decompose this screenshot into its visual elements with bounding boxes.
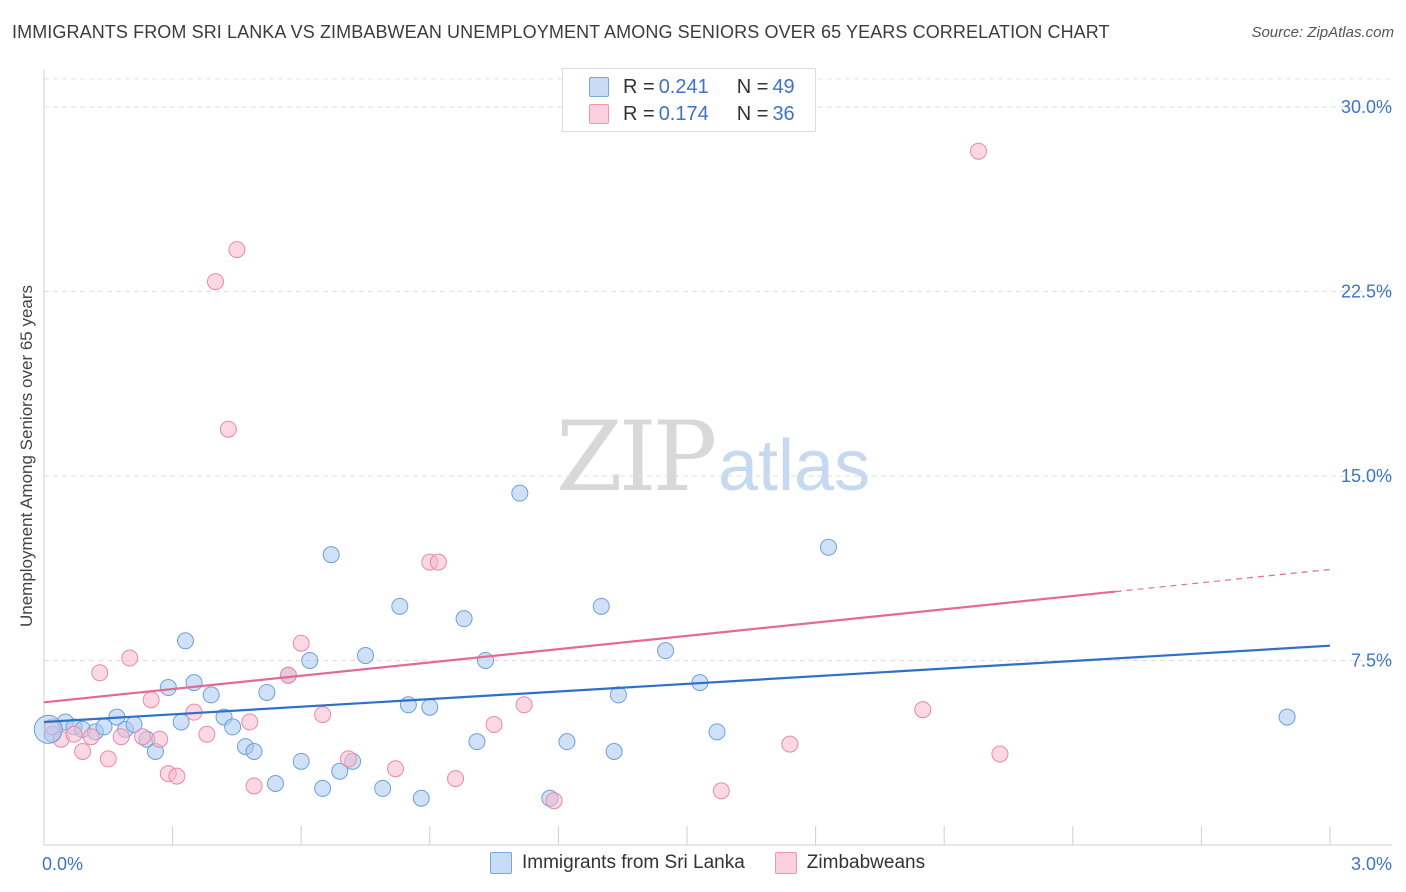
point-zimbabweans bbox=[515, 696, 533, 714]
watermark-atlas: atlas bbox=[718, 426, 870, 506]
point-sri-lanka bbox=[314, 779, 332, 797]
source-credit: Source: ZipAtlas.com bbox=[1251, 24, 1394, 41]
x-tick-label-min: 0.0% bbox=[42, 854, 83, 874]
point-sri-lanka bbox=[511, 484, 529, 502]
legend-row-sri-lanka: R = 0.241 N = 49 bbox=[589, 75, 795, 99]
series-label-sri-lanka: Immigrants from Sri Lanka bbox=[522, 852, 745, 873]
point-zimbabweans bbox=[991, 745, 1009, 763]
y-tick-label: 15.0% bbox=[1341, 466, 1392, 486]
trendline-sri-lanka bbox=[43, 644, 1331, 724]
point-sri-lanka bbox=[176, 632, 194, 650]
point-sri-lanka bbox=[301, 651, 319, 669]
point-sri-lanka bbox=[708, 723, 726, 741]
point-cluster-sri-lanka bbox=[33, 714, 63, 744]
point-sri-lanka bbox=[322, 546, 340, 564]
point-zimbabweans bbox=[151, 730, 169, 748]
legend-n-value-zimbabweans: 36 bbox=[772, 102, 795, 125]
point-sri-lanka bbox=[159, 679, 177, 697]
point-zimbabweans bbox=[292, 634, 310, 652]
point-zimbabweans bbox=[198, 725, 216, 743]
point-sri-lanka bbox=[245, 743, 263, 761]
legend-n-label: N = bbox=[736, 75, 769, 98]
point-zimbabweans bbox=[914, 701, 932, 719]
point-zimbabweans bbox=[134, 728, 152, 746]
y-tick-label: 22.5% bbox=[1341, 281, 1392, 301]
point-zimbabweans bbox=[91, 664, 109, 682]
point-zimbabweans bbox=[121, 649, 139, 667]
trendline-zimbabweans-extension bbox=[1115, 568, 1331, 593]
point-zimbabweans bbox=[279, 666, 297, 684]
point-zimbabweans bbox=[712, 782, 730, 800]
legend-r-label: R = bbox=[623, 102, 655, 125]
series-legend-item-zimbabweans: Zimbabweans bbox=[774, 852, 926, 874]
point-zimbabweans bbox=[485, 715, 503, 733]
point-sri-lanka bbox=[468, 733, 486, 751]
series-label-zimbabweans: Zimbabweans bbox=[806, 852, 926, 873]
legend-row-zimbabweans: R = 0.174 N = 36 bbox=[589, 102, 795, 126]
point-sri-lanka bbox=[605, 743, 623, 761]
point-zimbabweans bbox=[112, 728, 130, 746]
point-sri-lanka bbox=[412, 789, 430, 807]
point-sri-lanka bbox=[202, 686, 220, 704]
point-sri-lanka bbox=[266, 774, 284, 792]
legend-n-label: N = bbox=[736, 102, 769, 125]
point-sri-lanka bbox=[258, 683, 276, 701]
point-sri-lanka bbox=[477, 651, 495, 669]
point-zimbabweans bbox=[99, 750, 117, 768]
point-zimbabweans bbox=[314, 706, 332, 724]
y-tick-label: 7.5% bbox=[1351, 650, 1392, 670]
point-zimbabweans bbox=[387, 760, 405, 778]
point-sri-lanka bbox=[657, 642, 675, 660]
point-zimbabweans bbox=[241, 713, 259, 731]
point-zimbabweans bbox=[969, 142, 987, 160]
series-swatch-zimbabweans bbox=[774, 852, 797, 874]
x-tick-label-max: 3.0% bbox=[1351, 854, 1392, 874]
series-legend: Immigrants from Sri Lanka Zimbabweans bbox=[490, 852, 955, 874]
point-sri-lanka bbox=[391, 597, 409, 615]
point-sri-lanka bbox=[592, 597, 610, 615]
point-zimbabweans bbox=[781, 735, 799, 753]
series-swatch-sri-lanka bbox=[490, 852, 512, 874]
point-zimbabweans bbox=[228, 241, 246, 259]
point-zimbabweans bbox=[447, 770, 465, 788]
y-axis-label: Unemployment Among Seniors over 65 years bbox=[17, 285, 36, 627]
point-sri-lanka bbox=[331, 762, 349, 780]
stats-legend: R = 0.241 N = 49 R = 0.174 N = 36 bbox=[562, 68, 816, 132]
trendline-zimbabweans bbox=[43, 590, 1116, 704]
point-sri-lanka bbox=[421, 698, 439, 716]
point-sri-lanka bbox=[292, 752, 310, 770]
point-zimbabweans bbox=[65, 725, 83, 743]
point-sri-lanka bbox=[374, 779, 392, 797]
point-zimbabweans bbox=[245, 777, 263, 795]
point-zimbabweans bbox=[429, 553, 447, 571]
chart-title: IMMIGRANTS FROM SRI LANKA VS ZIMBABWEAN … bbox=[12, 22, 1110, 42]
point-sri-lanka bbox=[224, 718, 242, 736]
legend-r-label: R = bbox=[623, 75, 655, 98]
point-sri-lanka bbox=[357, 647, 374, 665]
watermark-zip: ZIP bbox=[556, 401, 715, 513]
legend-swatch-sri-lanka bbox=[589, 77, 609, 97]
point-zimbabweans bbox=[168, 767, 186, 785]
point-sri-lanka bbox=[1278, 708, 1296, 726]
point-zimbabweans bbox=[206, 273, 224, 291]
y-tick-label: 30.0% bbox=[1341, 97, 1392, 117]
point-zimbabweans bbox=[142, 691, 160, 709]
point-sri-lanka bbox=[558, 733, 576, 751]
point-sri-lanka bbox=[819, 538, 837, 556]
legend-n-value-sri-lanka: 49 bbox=[772, 75, 795, 98]
point-zimbabweans bbox=[82, 728, 100, 746]
legend-r-value-sri-lanka: 0.241 bbox=[658, 75, 709, 98]
legend-swatch-zimbabweans bbox=[589, 104, 609, 124]
series-legend-item-sri-lanka: Immigrants from Sri Lanka bbox=[490, 852, 745, 874]
point-sri-lanka bbox=[455, 610, 473, 628]
point-zimbabweans bbox=[545, 792, 563, 810]
point-zimbabweans bbox=[74, 743, 92, 761]
point-zimbabweans bbox=[339, 750, 357, 768]
legend-r-value-zimbabweans: 0.174 bbox=[658, 102, 709, 125]
point-zimbabweans bbox=[219, 420, 237, 438]
